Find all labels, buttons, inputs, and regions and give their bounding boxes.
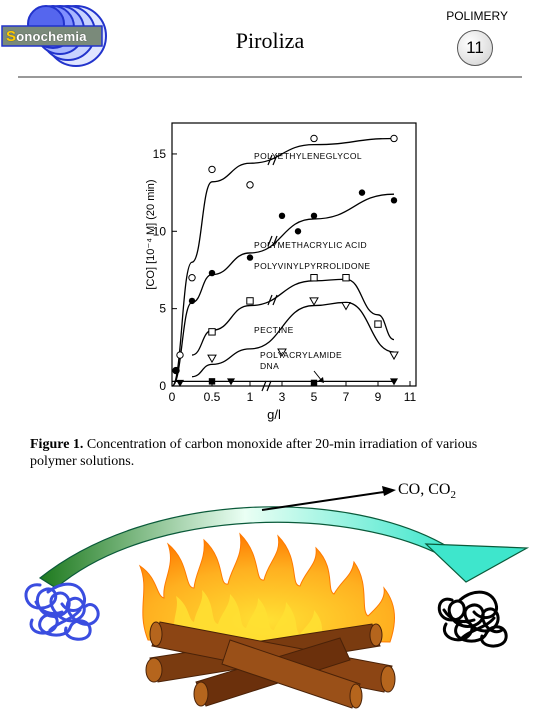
x-tick-label: 7 (343, 390, 350, 404)
y-axis-label: [CO] [10⁻⁴ M] (20 min) (145, 179, 157, 289)
point-polyethyleneglycol (390, 134, 398, 143)
product-arrow-icon (261, 486, 396, 511)
logo-text-rest: onochemia (16, 29, 87, 44)
point-polyvinylpyrrolidone (246, 297, 254, 305)
polymer-coil-black-icon (437, 590, 508, 648)
point-polyvinylpyrrolidone (310, 274, 318, 282)
y-tick-label: 5 (159, 302, 166, 316)
point-polyethyleneglycol (188, 274, 196, 282)
series-label-dna: DNA (260, 361, 279, 371)
point-polymethacrylic-acid (172, 367, 180, 374)
point-polyethyleneglycol (176, 351, 184, 359)
wood-logs-icon (145, 621, 396, 709)
y-tick-label: 15 (153, 147, 167, 161)
axis-break-mark (266, 380, 272, 392)
point-polyvinylpyrrolidone (374, 320, 382, 328)
figure-label: Figure 1. (30, 437, 84, 452)
logo-text: Sonochemia (6, 28, 87, 45)
point-dna (310, 379, 318, 387)
curved-arrow-icon (38, 506, 530, 589)
point-polymethacrylic-acid (246, 254, 254, 261)
point-polymethacrylic-acid (358, 189, 366, 196)
plot-frame (171, 122, 417, 387)
series-label-pectine: PECTINE (254, 325, 294, 335)
point-pectine (207, 354, 217, 364)
series-label-polyacrylamide: POLYACRYLAMIDE (260, 350, 342, 360)
slide-title: Piroliza (235, 28, 305, 53)
curve-polymethacrylic-acid (171, 193, 395, 387)
figure-caption: Figure 1. Concentration of carbon monoxi… (30, 436, 520, 470)
x-tick-label: 0.5 (204, 390, 221, 404)
point-polymethacrylic-acid (208, 269, 216, 277)
series-label-polyvinylpyrrolidone: POLYVINYLPYRROLIDONE (254, 261, 371, 271)
point-polymethacrylic-acid (310, 212, 318, 220)
x-tick-label: 1 (247, 390, 254, 404)
pyrolysis-diagram (24, 486, 530, 709)
curve-polyvinylpyrrolidone (191, 278, 395, 356)
polymer-coil-blue-icon (24, 582, 100, 641)
point-polymethacrylic-acid (294, 228, 302, 235)
series-label-polyethyleneglycol: POLYETHYLENEGLYCOL (254, 151, 362, 161)
sonochemia-logo (1, 5, 107, 67)
series-label-polymethacrylic-acid: POLYMETHACRYLIC ACID (254, 240, 367, 250)
point-polymethacrylic-acid (188, 297, 196, 305)
point-pectine (341, 302, 351, 311)
products-text: CO, CO (398, 481, 451, 498)
x-tick-label: 3 (279, 390, 286, 404)
point-polymethacrylic-acid (278, 212, 286, 220)
logo-text-first: S (6, 28, 17, 45)
axis-break-mark (261, 380, 267, 392)
point-polyvinylpyrrolidone (342, 274, 350, 282)
point-polyethyleneglycol (246, 181, 254, 189)
point-pectine (309, 297, 319, 306)
fire-icon (138, 532, 395, 643)
point-polyacrylamide (390, 378, 398, 386)
x-tick-label: 5 (311, 390, 318, 404)
x-axis-label: g/l (267, 407, 281, 422)
point-polymethacrylic-acid (390, 197, 398, 204)
x-tick-label: 0 (169, 390, 176, 404)
curve-polyethyleneglycol (171, 137, 395, 387)
axis-break-mark (267, 235, 273, 247)
header-divider (18, 76, 522, 78)
dna-pointer-arrowhead (318, 377, 324, 383)
point-polyacrylamide (176, 379, 184, 387)
point-pectine (277, 348, 287, 357)
products-label: CO, CO2 (398, 481, 456, 501)
point-polyvinylpyrrolidone (208, 328, 216, 336)
point-polyacrylamide (227, 378, 235, 386)
point-pectine (389, 351, 399, 361)
chart-labels: 0 0.5 1 3 5 7 9 11 0 5 10 15 g/l [CO] [10⁻⁴ M] (20 mi… (145, 147, 417, 422)
axis-break-mark (267, 294, 273, 306)
y-tick-label: 10 (153, 224, 167, 238)
x-tick-label: 11 (404, 390, 417, 404)
products-subscript: 2 (450, 489, 456, 502)
curve-pectine (191, 301, 395, 378)
section-label: POLIMERY (446, 9, 508, 23)
chart-marks (172, 134, 399, 387)
point-polyethyleneglycol (310, 134, 318, 143)
figure-caption-text: Concentration of carbon monoxide after 2… (30, 437, 478, 469)
y-tick-label: 0 (159, 379, 166, 393)
point-dna (208, 378, 216, 385)
page-number-badge: 11 (457, 30, 493, 66)
point-polyethyleneglycol (208, 165, 216, 174)
co-concentration-chart: 0 0.5 1 3 5 7 9 11 0 5 10 15 g/l [CO] [10⁻⁴ M] (20 mi… (145, 122, 417, 422)
x-tick-label: 9 (375, 390, 382, 404)
